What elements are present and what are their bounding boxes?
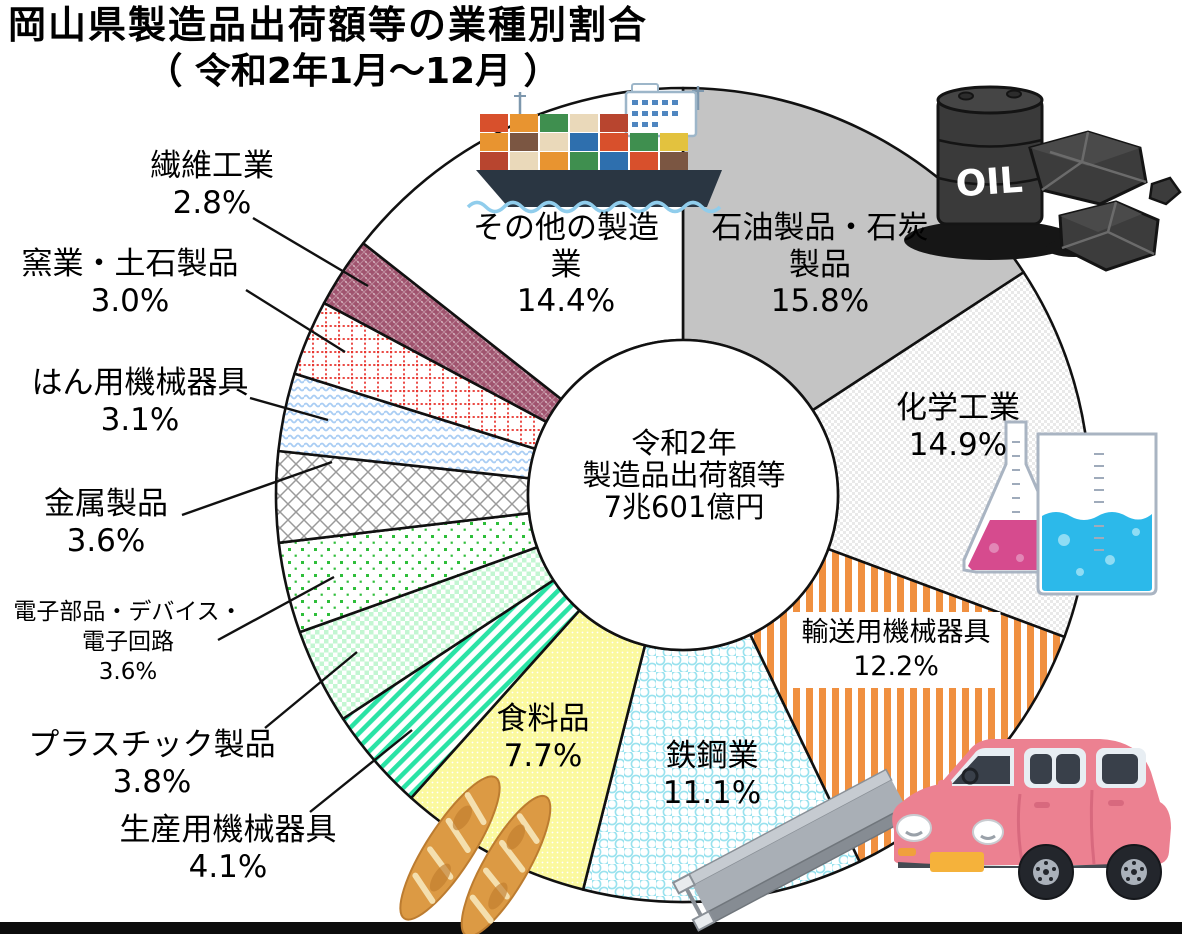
slice-label-plastic: プラスチック製品 3.8% — [28, 727, 276, 800]
slice-label-ceramics: 窯業・土石製品 3.0% — [21, 246, 239, 319]
chemistry-flasks-icon — [962, 420, 1158, 596]
baguette-bread-icon — [399, 775, 552, 934]
slice-label-electronic: 電子部品・デバイス・ 電子回路 3.6% — [13, 598, 242, 688]
leader-line-textile — [252, 216, 369, 288]
slice-pct-metal: 3.6% — [66, 522, 146, 559]
slice-pct-general-machinery: 3.1% — [100, 401, 180, 438]
pink-car-icon — [892, 739, 1171, 900]
leader-line-plastic — [264, 651, 358, 729]
slice-pct-food: 7.7% — [503, 737, 583, 774]
leader-lines — [181, 216, 413, 813]
slice-label-chemical: 化学工業 14.9% — [896, 390, 1020, 463]
slice-pct-petroleum: 15.8% — [770, 283, 870, 320]
slice-pct-textile: 2.8% — [172, 184, 252, 221]
slice-label-steel: 鉄鋼業 11.1% — [662, 738, 762, 811]
leader-line-ceramics — [245, 288, 346, 354]
slice-label-general-machinery: はん用機械器具 3.1% — [31, 365, 249, 438]
svg-text:OIL: OIL — [954, 160, 1024, 206]
steel-beam-icon — [671, 768, 913, 932]
slice-label-metal: 金属製品 3.6% — [44, 486, 168, 559]
slice-pct-steel: 11.1% — [662, 774, 762, 811]
center-total-label: 令和2年 製造品出荷額等 7兆601億円 — [582, 426, 786, 524]
donut-hole — [526, 338, 840, 652]
page-title: 岡山県製造品出荷額等の業種別割合 （ 令和2年1月～12月 ） — [8, 2, 698, 93]
slice-pct-production: 4.1% — [188, 848, 268, 885]
slice-label-production: 生産用機械器具 4.1% — [119, 812, 337, 885]
slice-label-textile: 繊維工業 2.8% — [150, 148, 274, 221]
slice-pct-electronic: 3.6% — [98, 658, 158, 685]
slice-label-transport: 輸送用機械器具 12.2% — [791, 612, 1001, 688]
slice-label-other: その他の製造 業 14.4% — [473, 210, 659, 320]
leader-line-production — [309, 729, 413, 813]
leader-line-general-machinery — [249, 396, 329, 422]
slice-label-food: 食料品 7.7% — [496, 701, 590, 774]
page-title-line1: 岡山県製造品出荷額等の業種別割合 — [8, 3, 649, 47]
center-total-era: 令和2年 — [631, 426, 737, 460]
leader-line-electronic — [217, 575, 335, 642]
bottom-bar — [0, 922, 1182, 934]
oil-barrel-coal-icon: OIL — [904, 85, 1182, 272]
container-ship-icon — [466, 83, 722, 214]
slice-label-petroleum: 石油製品・石炭 製品 15.8% — [711, 210, 929, 320]
center-total-amount: 7兆601億円 — [603, 489, 765, 524]
slice-pct-transport: 12.2% — [853, 650, 939, 682]
leader-line-metal — [181, 460, 333, 517]
slice-pct-ceramics: 3.0% — [90, 282, 170, 319]
center-total-metric: 製造品出荷額等 — [582, 457, 786, 492]
page-title-line2: （ 令和2年1月～12月 ） — [146, 50, 560, 92]
slice-pct-chemical: 14.9% — [908, 426, 1008, 463]
slice-pct-other: 14.4% — [516, 283, 616, 320]
slice-pct-plastic: 3.8% — [112, 763, 192, 800]
